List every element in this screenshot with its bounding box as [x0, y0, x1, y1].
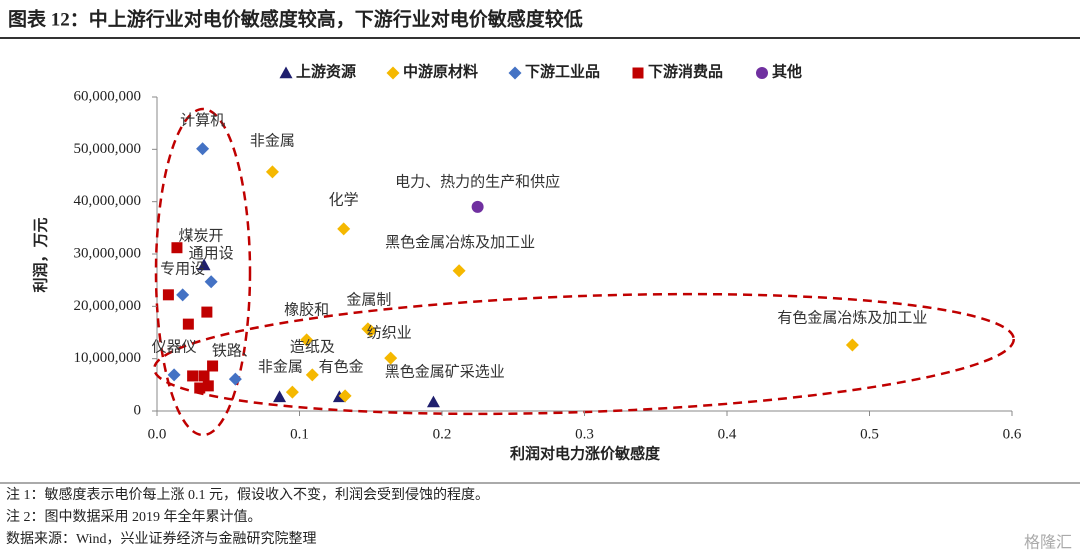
legend-label: 下游工业品	[525, 62, 600, 80]
point-label: 非金属	[258, 359, 303, 376]
x-tick-label: 0.3	[575, 426, 594, 442]
point	[471, 200, 484, 213]
x-tick-label: 0.2	[433, 426, 452, 442]
y-tick-label: 40,000,000	[74, 193, 142, 209]
point	[285, 385, 299, 399]
point	[273, 390, 287, 403]
point	[171, 242, 183, 254]
point-label: 专用设	[160, 260, 205, 277]
note: 注 1：敏感度表示电价每上涨 0.1 元，假设收入不变，利润会受到侵蚀的程度。	[6, 486, 489, 503]
point-label: 煤炭开	[179, 227, 224, 244]
y-axis-label: 利润，万元	[31, 217, 49, 292]
point	[194, 382, 206, 394]
point	[182, 318, 194, 330]
point	[198, 370, 210, 382]
legend-label: 其他	[772, 62, 802, 80]
y-tick-label: 50,000,000	[74, 141, 142, 157]
point-label: 纺织业	[367, 324, 412, 341]
y-tick-label: 30,000,000	[74, 245, 142, 261]
point-label: 黑色金属矿采选业	[385, 364, 505, 381]
point	[384, 351, 398, 365]
point	[187, 370, 199, 382]
point-label: 造纸及	[290, 338, 335, 355]
point	[845, 338, 859, 352]
legend-marker	[386, 66, 400, 80]
y-tick-label: 60,000,000	[74, 88, 142, 104]
legend-label: 上游资源	[296, 62, 356, 80]
highlight-ellipse	[153, 292, 1015, 416]
point	[201, 306, 213, 318]
point	[207, 360, 219, 372]
legend-label: 下游消费品	[648, 62, 723, 80]
point-label: 铁路、	[212, 343, 257, 360]
point-label: 橡胶和	[284, 301, 329, 318]
point-label: 计算机	[180, 111, 225, 129]
x-tick-label: 0.4	[718, 426, 737, 442]
point	[202, 380, 214, 392]
x-tick-label: 0.0	[148, 426, 167, 442]
point	[228, 372, 242, 386]
point-label: 非金属	[250, 132, 295, 149]
point-label: 有色金	[319, 358, 364, 375]
point	[364, 324, 378, 338]
legend-label: 中游原材料	[403, 62, 478, 80]
point	[426, 395, 440, 408]
point-label: 通用设	[189, 245, 234, 262]
legend-marker	[756, 67, 768, 79]
point-label: 黑色金属冶炼及加工业	[385, 234, 535, 251]
point	[196, 142, 210, 156]
legend-marker	[279, 66, 293, 79]
point-label: 有色金属冶炼及加工业	[777, 309, 927, 326]
x-tick-label: 0.5	[860, 426, 879, 442]
point-label: 金属制	[346, 291, 391, 308]
note: 注 2：图中数据采用 2019 年全年累计值。	[6, 508, 262, 525]
watermark: 格隆汇	[1024, 534, 1072, 552]
point	[305, 368, 319, 382]
x-axis-label: 利润对电力涨价敏感度	[510, 444, 661, 462]
point	[300, 333, 314, 347]
point	[197, 258, 211, 271]
point	[167, 368, 181, 382]
highlight-ellipse	[154, 107, 252, 437]
point	[204, 275, 218, 289]
x-tick-label: 0.6	[1003, 426, 1022, 442]
point	[162, 289, 174, 301]
point	[265, 165, 279, 179]
legend-marker	[632, 67, 644, 79]
chart-title: 图表 12：中上游行业对电价敏感度较高，下游行业对电价敏感度较低	[8, 7, 583, 30]
point-label: 化学	[329, 191, 359, 208]
legend-marker	[508, 66, 522, 80]
y-tick-label: 10,000,000	[74, 350, 142, 366]
point	[338, 389, 352, 403]
point	[337, 222, 351, 236]
y-tick-label: 20,000,000	[74, 298, 142, 314]
note: 数据来源：Wind，兴业证券经济与金融研究院整理	[6, 531, 317, 547]
point	[452, 264, 466, 278]
point-label: 仪器仪	[152, 339, 197, 355]
point	[176, 288, 190, 302]
x-tick-label: 0.1	[290, 426, 309, 442]
point-label: 电力、热力的生产和供应	[395, 172, 560, 190]
y-tick-label: 0	[134, 402, 142, 418]
